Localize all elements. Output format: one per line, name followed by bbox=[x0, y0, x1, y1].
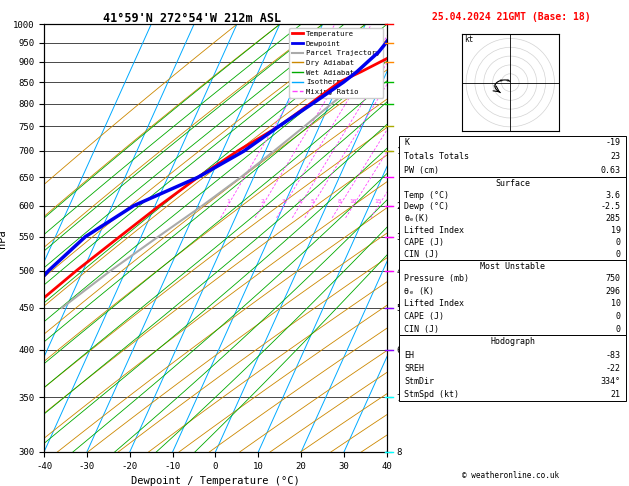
Text: 0: 0 bbox=[616, 250, 621, 259]
Text: -2.5: -2.5 bbox=[601, 202, 621, 211]
Text: 0: 0 bbox=[616, 325, 621, 333]
Text: 2: 2 bbox=[260, 199, 264, 204]
Y-axis label: hPa: hPa bbox=[0, 229, 8, 247]
Text: θₑ(K): θₑ(K) bbox=[404, 214, 430, 223]
Text: 296: 296 bbox=[606, 287, 621, 296]
Text: Surface: Surface bbox=[495, 179, 530, 188]
Text: Dewp (°C): Dewp (°C) bbox=[404, 202, 450, 211]
Text: 21: 21 bbox=[611, 390, 621, 399]
Text: CIN (J): CIN (J) bbox=[404, 250, 440, 259]
Text: Mixing Ratio (g/kg): Mixing Ratio (g/kg) bbox=[409, 225, 419, 320]
Text: -22: -22 bbox=[606, 364, 621, 373]
Text: 334°: 334° bbox=[601, 377, 621, 386]
Text: 19: 19 bbox=[611, 226, 621, 235]
Text: © weatheronline.co.uk: © weatheronline.co.uk bbox=[462, 471, 560, 480]
Text: 1: 1 bbox=[226, 199, 230, 204]
Legend: Temperature, Dewpoint, Parcel Trajectory, Dry Adiabat, Wet Adiabat, Isotherm, Mi: Temperature, Dewpoint, Parcel Trajectory… bbox=[289, 28, 383, 98]
Text: 10: 10 bbox=[349, 199, 357, 204]
Text: Temp (°C): Temp (°C) bbox=[404, 191, 450, 200]
Text: K: K bbox=[404, 139, 409, 147]
Text: 25.04.2024 21GMT (Base: 18): 25.04.2024 21GMT (Base: 18) bbox=[431, 12, 591, 22]
Text: CAPE (J): CAPE (J) bbox=[404, 312, 445, 321]
Text: Most Unstable: Most Unstable bbox=[480, 262, 545, 271]
Text: 8: 8 bbox=[338, 199, 342, 204]
Text: StmSpd (kt): StmSpd (kt) bbox=[404, 390, 459, 399]
Text: 4: 4 bbox=[298, 199, 301, 204]
Text: CAPE (J): CAPE (J) bbox=[404, 238, 445, 247]
X-axis label: Dewpoint / Temperature (°C): Dewpoint / Temperature (°C) bbox=[131, 476, 300, 486]
Text: 0.63: 0.63 bbox=[601, 166, 621, 175]
Text: StmDir: StmDir bbox=[404, 377, 435, 386]
Text: 0: 0 bbox=[616, 238, 621, 247]
Text: 3.6: 3.6 bbox=[606, 191, 621, 200]
Text: Lifted Index: Lifted Index bbox=[404, 226, 464, 235]
Text: Lifted Index: Lifted Index bbox=[404, 299, 464, 309]
Text: 0: 0 bbox=[616, 312, 621, 321]
Text: EH: EH bbox=[404, 350, 415, 360]
Text: 285: 285 bbox=[606, 214, 621, 223]
Text: θₑ (K): θₑ (K) bbox=[404, 287, 435, 296]
Text: PW (cm): PW (cm) bbox=[404, 166, 440, 175]
Text: SREH: SREH bbox=[404, 364, 425, 373]
Text: 15: 15 bbox=[375, 199, 382, 204]
Text: CIN (J): CIN (J) bbox=[404, 325, 440, 333]
Text: 3: 3 bbox=[282, 199, 286, 204]
Text: kt: kt bbox=[464, 35, 474, 44]
Text: 10: 10 bbox=[611, 299, 621, 309]
Text: 750: 750 bbox=[606, 274, 621, 283]
Text: Totals Totals: Totals Totals bbox=[404, 152, 469, 161]
Text: 23: 23 bbox=[611, 152, 621, 161]
Text: 5: 5 bbox=[310, 199, 314, 204]
Text: -83: -83 bbox=[606, 350, 621, 360]
Y-axis label: km
ASL: km ASL bbox=[421, 230, 440, 246]
Text: -19: -19 bbox=[606, 139, 621, 147]
Text: Hodograph: Hodograph bbox=[490, 337, 535, 347]
Text: Pressure (mb): Pressure (mb) bbox=[404, 274, 469, 283]
Text: 41°59'N 272°54'W 212m ASL: 41°59'N 272°54'W 212m ASL bbox=[103, 12, 281, 25]
